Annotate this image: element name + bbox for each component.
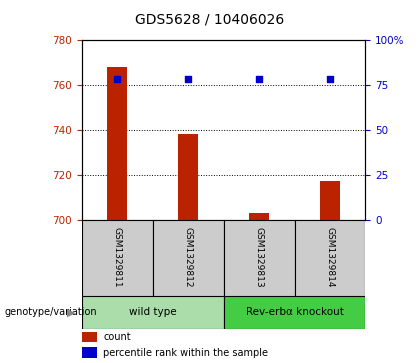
Bar bbox=[82, 296, 224, 329]
Point bbox=[114, 77, 121, 82]
Point bbox=[256, 77, 262, 82]
Bar bbox=[224, 296, 365, 329]
Text: genotype/variation: genotype/variation bbox=[4, 307, 97, 317]
Text: GSM1329812: GSM1329812 bbox=[184, 228, 193, 288]
Bar bbox=[108, 67, 127, 220]
Point bbox=[327, 77, 333, 82]
Text: GDS5628 / 10406026: GDS5628 / 10406026 bbox=[135, 13, 285, 27]
Text: wild type: wild type bbox=[129, 307, 176, 317]
Bar bbox=[224, 220, 294, 296]
Text: GSM1329813: GSM1329813 bbox=[255, 227, 264, 288]
Text: GSM1329811: GSM1329811 bbox=[113, 227, 122, 288]
Bar bbox=[82, 332, 97, 342]
Point bbox=[185, 77, 192, 82]
Text: ▶: ▶ bbox=[67, 307, 76, 317]
Bar bbox=[249, 213, 269, 220]
Bar bbox=[82, 220, 153, 296]
Text: count: count bbox=[103, 332, 131, 342]
Bar bbox=[82, 347, 97, 358]
Bar bbox=[320, 182, 340, 220]
Text: Rev-erbα knockout: Rev-erbα knockout bbox=[246, 307, 344, 317]
Bar bbox=[178, 134, 198, 220]
Text: GSM1329814: GSM1329814 bbox=[326, 228, 334, 288]
Bar bbox=[294, 220, 365, 296]
Bar bbox=[153, 220, 224, 296]
Text: percentile rank within the sample: percentile rank within the sample bbox=[103, 348, 268, 358]
